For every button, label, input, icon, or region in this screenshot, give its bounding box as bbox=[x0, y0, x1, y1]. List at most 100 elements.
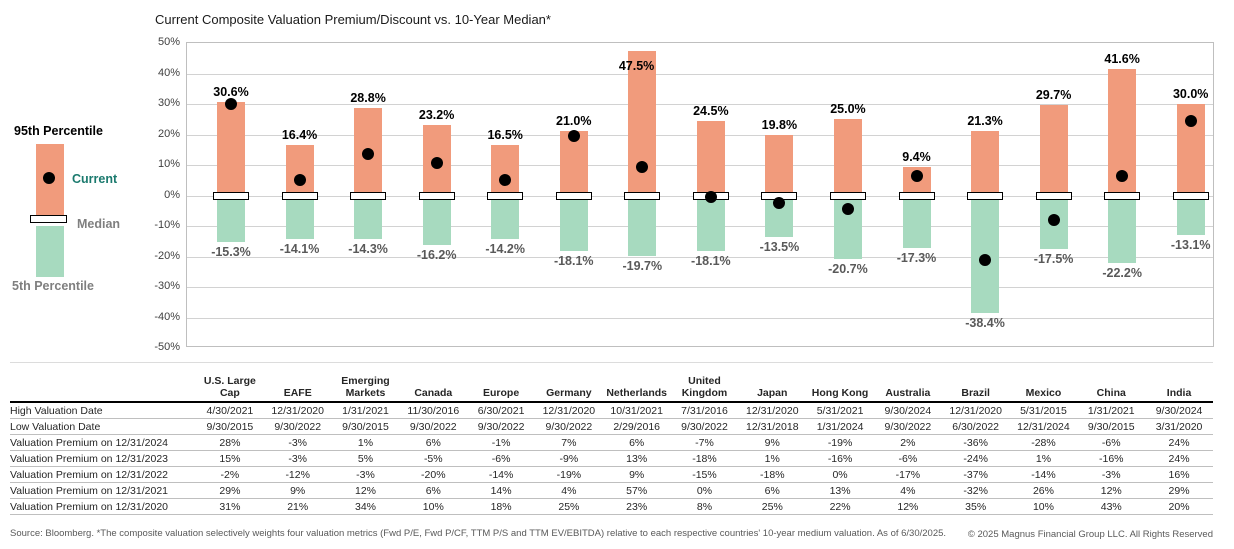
p5-value-label: -13.1% bbox=[1170, 238, 1211, 253]
value-cell: -3% bbox=[263, 450, 332, 467]
value-cell: 4/30/2021 bbox=[196, 402, 264, 419]
p95-value-label: 21.0% bbox=[556, 114, 592, 129]
current-dot bbox=[979, 253, 992, 266]
gridline bbox=[187, 73, 1213, 75]
value-cell: 13% bbox=[806, 482, 874, 499]
median-marker bbox=[1172, 191, 1209, 200]
value-cell: 10% bbox=[1009, 498, 1078, 515]
gridline bbox=[187, 104, 1213, 105]
gridline bbox=[187, 317, 1213, 319]
value-cell: 9/30/2015 bbox=[196, 418, 264, 435]
value-cell: 5/31/2015 bbox=[1009, 402, 1078, 419]
p95-bar bbox=[765, 135, 794, 196]
value-cell: 15% bbox=[196, 450, 264, 467]
legend-current-label: Current bbox=[72, 172, 118, 186]
value-cell: 14% bbox=[467, 482, 535, 499]
value-cell: -18% bbox=[670, 450, 739, 467]
value-cell: 34% bbox=[331, 498, 400, 515]
p5-value-label: -22.2% bbox=[1102, 266, 1142, 281]
current-dot bbox=[499, 174, 512, 187]
y-axis-tick-label: 10% bbox=[157, 158, 180, 170]
value-cell: 9% bbox=[738, 434, 807, 451]
value-cell: -6% bbox=[467, 450, 535, 467]
column-header: Canada bbox=[399, 362, 468, 403]
value-cell: 5/31/2021 bbox=[806, 402, 874, 419]
p5-bar bbox=[354, 195, 383, 240]
y-axis-tick-label: 30% bbox=[157, 97, 180, 109]
value-cell: -17% bbox=[873, 466, 942, 483]
value-cell: 16% bbox=[1145, 466, 1213, 483]
copyright: © 2025 Magnus Financial Group LLC. All R… bbox=[967, 529, 1213, 540]
p95-value-label: 21.3% bbox=[967, 113, 1003, 128]
column-header: United Kingdom bbox=[670, 362, 739, 403]
y-axis-tick-label: -50% bbox=[154, 341, 180, 353]
value-cell: -14% bbox=[467, 466, 535, 483]
current-dot bbox=[362, 148, 375, 161]
legend-median-label: Median bbox=[77, 217, 121, 231]
value-cell: 9/30/2022 bbox=[399, 418, 468, 435]
value-cell: 1/31/2024 bbox=[806, 418, 874, 435]
value-cell: 12/31/2020 bbox=[263, 402, 332, 419]
p5-bar bbox=[1176, 195, 1205, 236]
current-dot bbox=[293, 174, 306, 187]
value-cell: 22% bbox=[806, 498, 874, 515]
value-cell: 25% bbox=[534, 498, 603, 515]
value-cell: 12/31/2020 bbox=[738, 402, 807, 419]
value-cell: 9/30/2024 bbox=[873, 402, 942, 419]
p5-value-label: -20.7% bbox=[828, 261, 868, 276]
table-row: Valuation Premium on 12/31/2021 29% 9% 12% 6… bbox=[10, 482, 1213, 499]
value-cell: 1/31/2021 bbox=[331, 402, 400, 419]
value-cell: -12% bbox=[263, 466, 332, 483]
median-marker bbox=[281, 191, 318, 200]
table-row: Valuation Premium on 12/31/2023 15% -3% 5% -… bbox=[10, 450, 1213, 467]
median-marker bbox=[967, 191, 1004, 200]
p95-bar bbox=[971, 130, 1000, 196]
value-cell: -19% bbox=[534, 466, 603, 483]
value-cell: 9/30/2022 bbox=[534, 418, 603, 435]
value-cell: -28% bbox=[1009, 434, 1078, 451]
value-cell: 31% bbox=[196, 498, 264, 515]
p95-bar bbox=[285, 145, 314, 196]
y-axis-tick-label: 0% bbox=[164, 188, 180, 201]
current-dot bbox=[704, 191, 717, 204]
value-cell: -6% bbox=[873, 450, 942, 467]
value-cell: -3% bbox=[263, 434, 332, 451]
value-cell: 3/31/2020 bbox=[1145, 418, 1213, 435]
column-header: India bbox=[1145, 362, 1213, 403]
p5-bar bbox=[902, 195, 931, 249]
p95-value-label: 16.5% bbox=[487, 128, 523, 143]
p5-value-label: -17.5% bbox=[1033, 251, 1074, 266]
p5-value-label: -18.1% bbox=[691, 253, 731, 268]
value-cell: 9/30/2015 bbox=[1077, 418, 1146, 435]
median-marker bbox=[1035, 191, 1072, 200]
y-axis-tick-label: 40% bbox=[157, 66, 180, 79]
y-axis-tick-label: -20% bbox=[154, 249, 180, 262]
y-axis-tick-label: -30% bbox=[154, 280, 180, 292]
value-cell: 1% bbox=[738, 450, 807, 467]
value-cell: 20% bbox=[1145, 498, 1213, 515]
current-dot bbox=[225, 98, 237, 110]
current-dot bbox=[567, 130, 580, 143]
value-cell: -2% bbox=[196, 466, 264, 483]
y-axis-tick-label: -40% bbox=[154, 310, 180, 323]
value-cell: 10/31/2021 bbox=[602, 402, 671, 419]
p95-bar bbox=[217, 102, 245, 196]
p95-value-label: 19.8% bbox=[761, 118, 798, 133]
value-cell: 12% bbox=[1077, 482, 1146, 499]
p95-value-label: 23.2% bbox=[418, 107, 455, 122]
y-axis-tick-label: -10% bbox=[154, 219, 180, 231]
column-header: Mexico bbox=[1009, 362, 1078, 403]
value-cell: 12/31/2018 bbox=[738, 418, 807, 435]
p95-value-label: 29.7% bbox=[1035, 87, 1072, 102]
value-cell: 1% bbox=[1009, 450, 1078, 467]
p95-value-label: 9.4% bbox=[902, 149, 931, 164]
value-cell: 7/31/2016 bbox=[670, 402, 739, 419]
p5-value-label: -15.3% bbox=[211, 245, 251, 260]
value-cell: -19% bbox=[806, 434, 874, 451]
value-cell: 12/31/2024 bbox=[1009, 418, 1078, 435]
value-cell: 13% bbox=[602, 450, 671, 467]
value-cell: 12/31/2020 bbox=[534, 402, 603, 419]
p5-bar bbox=[217, 195, 245, 243]
y-axis-tick-label: 50% bbox=[157, 36, 180, 48]
